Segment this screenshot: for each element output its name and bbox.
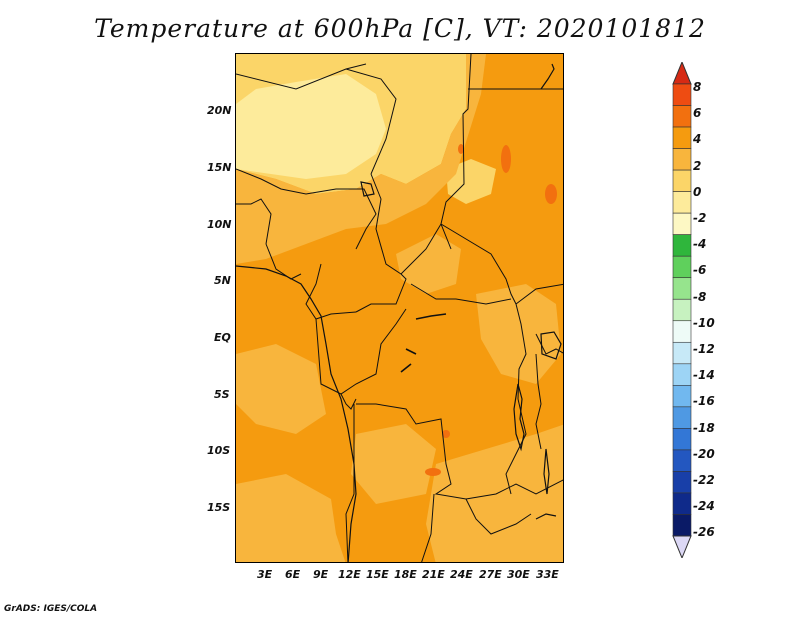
lat-tick-label: 5S xyxy=(214,388,230,401)
red-sea-coast xyxy=(540,63,555,90)
warm-spot-1 xyxy=(501,145,511,173)
colorbar-level-label: 2 xyxy=(693,158,702,173)
colorbar-swatch xyxy=(672,191,692,214)
colorbar-level-label: -2 xyxy=(693,211,707,225)
colorbar-swatch xyxy=(672,277,692,300)
colorbar xyxy=(672,62,692,558)
colorbar-swatch xyxy=(672,428,692,451)
colorbar-swatch xyxy=(672,363,692,386)
lake-malawi xyxy=(543,448,550,495)
lon-tick-label: 33E xyxy=(536,568,559,581)
warm-spot-5 xyxy=(545,184,557,204)
lake-victoria xyxy=(540,331,562,360)
colorbar-level-label: -6 xyxy=(693,263,707,278)
lat-tick-label: 15N xyxy=(207,161,232,174)
lon-tick-label: 12E xyxy=(338,568,361,581)
colorbar-swatch xyxy=(672,492,692,515)
colorbar-swatch xyxy=(672,406,692,429)
chart-title: Temperature at 600hPa [C], VT: 202010181… xyxy=(94,14,706,43)
lat-tick-label: 10N xyxy=(207,218,232,231)
colorbar-swatch xyxy=(672,385,692,408)
lat-tick-label: 10S xyxy=(207,444,231,457)
warm-spot-3 xyxy=(425,468,441,476)
colorbar-bottom-arrow xyxy=(672,535,692,558)
lon-tick-label: 18E xyxy=(394,568,417,581)
colorbar-top-arrow xyxy=(672,62,692,85)
colorbar-level-label: 0 xyxy=(693,184,702,199)
lat-tick-label: EQ xyxy=(214,331,231,344)
colorbar-swatch xyxy=(672,126,692,149)
light-orange-patch-center xyxy=(351,424,436,504)
cool-patch-sahel xyxy=(446,159,496,204)
lon-tick-label: 27E xyxy=(479,568,502,581)
lon-tick-label: 3E xyxy=(257,568,273,581)
colorbar-swatch xyxy=(672,83,692,106)
warm-spot-4 xyxy=(442,430,450,438)
lon-tick-label: 24E xyxy=(450,568,473,581)
colorbar-swatch xyxy=(672,320,692,343)
colorbar-swatch xyxy=(672,255,692,279)
lon-tick-label: 6E xyxy=(285,568,301,581)
colorbar-level-label: -22 xyxy=(693,473,715,487)
temperature-map xyxy=(236,54,563,562)
lat-tick-label: 15S xyxy=(207,501,231,514)
colorbar-level-label: -20 xyxy=(693,446,715,461)
colorbar-swatch xyxy=(672,105,692,128)
colorbar-swatch xyxy=(672,298,692,322)
country-borders xyxy=(236,54,563,562)
colorbar-level-label: -16 xyxy=(693,394,715,409)
lat-tick-label: 5N xyxy=(214,274,231,287)
light-orange-band-west xyxy=(236,54,486,264)
colorbar-level-label: 6 xyxy=(693,106,702,121)
lake-tanganyika xyxy=(513,383,525,452)
lon-tick-label: 21E xyxy=(422,568,445,581)
light-orange-patch-south xyxy=(426,424,563,562)
light-orange-patch-east xyxy=(476,284,561,384)
warm-spot-2 xyxy=(458,144,464,154)
colorbar-swatch xyxy=(672,212,692,235)
light-orange-patch-sw xyxy=(236,344,326,434)
colorbar-swatch xyxy=(672,514,692,537)
colorbar-level-label: -14 xyxy=(693,368,715,383)
colorbar-level-label: -24 xyxy=(693,499,715,514)
colorbar-level-label: -4 xyxy=(693,237,707,252)
colorbar-level-label: 8 xyxy=(693,80,702,94)
colorbar-level-label: -12 xyxy=(693,342,715,356)
colorbar-swatch xyxy=(672,449,692,472)
colorbar-swatch xyxy=(672,341,692,365)
lon-tick-label: 9E xyxy=(313,568,329,581)
colorbar-swatch xyxy=(672,169,692,192)
colorbar-level-label: -26 xyxy=(693,525,715,540)
light-orange-patch-sw2 xyxy=(236,474,346,562)
colorbar-swatch xyxy=(672,148,692,171)
credit-text: GrADS: IGES/COLA xyxy=(4,604,98,614)
colorbar-swatch xyxy=(672,471,692,494)
colorbar-level-label: -10 xyxy=(693,315,715,330)
river-congo xyxy=(400,313,447,373)
map-panel xyxy=(235,53,564,563)
lon-tick-label: 30E xyxy=(507,568,530,581)
lake-chad xyxy=(360,181,375,197)
colorbar-level-label: -8 xyxy=(693,289,707,304)
lake-small-e xyxy=(535,513,557,520)
light-orange-patch-1 xyxy=(396,234,461,294)
colorbar-level-label: 4 xyxy=(693,132,702,147)
lat-tick-label: 20N xyxy=(207,104,232,117)
colorbar-swatch xyxy=(672,234,692,257)
colorbar-level-label: -18 xyxy=(693,420,715,435)
lon-tick-label: 15E xyxy=(366,568,389,581)
coolest-region-north xyxy=(236,74,386,179)
coastline xyxy=(236,265,357,562)
